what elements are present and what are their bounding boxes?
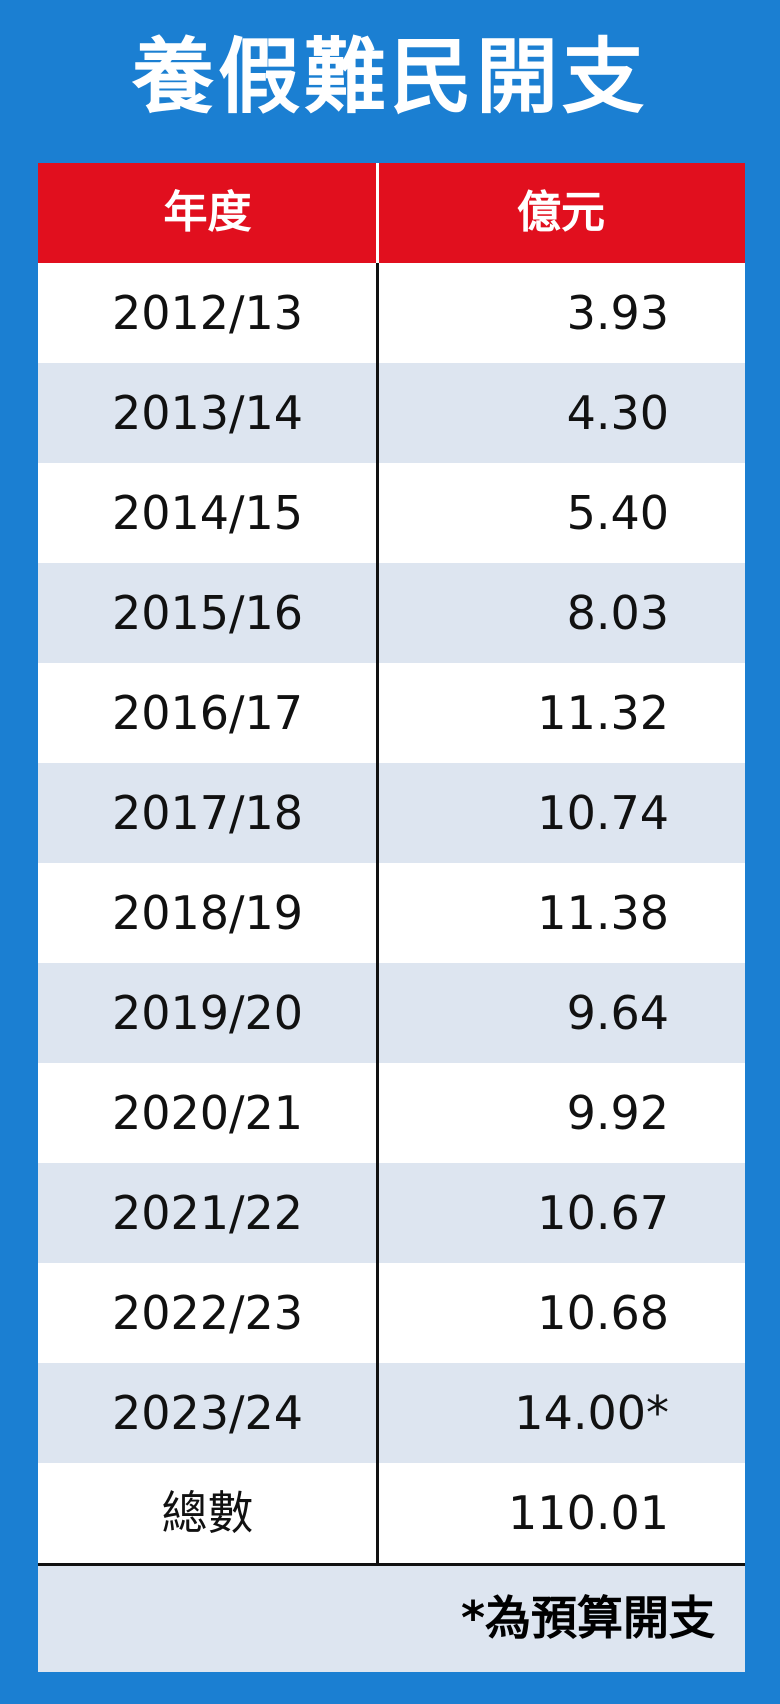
table: 年度 億元 2012/13 3.93 2013/14 4.30 2014/15 5.40 201…: [38, 163, 745, 1672]
table-row: 2022/23 10.68: [38, 1263, 745, 1363]
table-row: 2020/21 9.92: [38, 1063, 745, 1163]
value-text: 14.00*: [514, 1386, 669, 1440]
table-row: 2016/17 11.32: [38, 663, 745, 763]
year-cell: 2018/19: [111, 886, 304, 940]
value-text: 8.03: [566, 586, 669, 640]
divider: [376, 1263, 379, 1363]
value-text: 10.74: [537, 786, 669, 840]
table-row: 2015/16 8.03: [38, 563, 745, 663]
table-row: 2012/13 3.93: [38, 263, 745, 363]
header-cell: 億元: [517, 187, 605, 238]
value-text: 5.40: [566, 486, 669, 540]
value-text: 3.93: [566, 286, 669, 340]
year-cell: 總數: [161, 1486, 254, 1540]
value-text: 110.01: [508, 1486, 669, 1540]
note: *為預算開支: [38, 1563, 745, 1672]
year-cell: 2023/24: [111, 1386, 304, 1440]
divider: [376, 763, 379, 863]
divider: [376, 1063, 379, 1163]
value-text: 9.92: [566, 1086, 669, 1140]
table-row: 2013/14 4.30: [38, 363, 745, 463]
table-row: 2014/15 5.40: [38, 463, 745, 563]
table-row: 2023/24 14.00*: [38, 1363, 745, 1463]
year-cell: 2016/17: [111, 686, 304, 740]
year-cell: 2015/16: [111, 586, 304, 640]
divider: [376, 163, 379, 263]
header-row: 年度 億元: [38, 163, 745, 263]
divider: [376, 863, 379, 963]
divider: [376, 563, 379, 663]
divider: [376, 1363, 379, 1463]
divider: [376, 663, 379, 763]
value-text: 11.32: [537, 686, 669, 740]
header-cell: 年度: [163, 187, 252, 238]
year-cell: 2014/15: [111, 486, 304, 540]
table-row: 2017/18 10.74: [38, 763, 745, 863]
divider: [376, 1163, 379, 1263]
divider: [376, 1463, 379, 1563]
value-text: 4.30: [566, 386, 669, 440]
year-cell: 2019/20: [111, 986, 304, 1040]
year-cell: 2021/22: [111, 1186, 304, 1240]
year-cell: 2017/18: [111, 786, 304, 840]
table-row: 2019/20 9.64: [38, 963, 745, 1063]
divider: [376, 463, 379, 563]
value-text: 11.38: [537, 886, 669, 940]
value-text: 9.64: [566, 986, 669, 1040]
divider: [376, 363, 379, 463]
table-row: 2021/22 10.67: [38, 1163, 745, 1263]
divider: [376, 963, 379, 1063]
year-cell: 2012/13: [111, 286, 304, 340]
title: 養假難民開支: [131, 30, 648, 125]
year-cell: 2013/14: [111, 386, 304, 440]
year-cell: 2022/23: [111, 1286, 304, 1340]
table-row: 總數 110.01: [38, 1463, 745, 1563]
year-cell: 2020/21: [111, 1086, 304, 1140]
value-text: 10.68: [537, 1286, 669, 1340]
table-row: 2018/19 11.38: [38, 863, 745, 963]
value-text: 10.67: [537, 1186, 669, 1240]
divider: [376, 263, 379, 363]
